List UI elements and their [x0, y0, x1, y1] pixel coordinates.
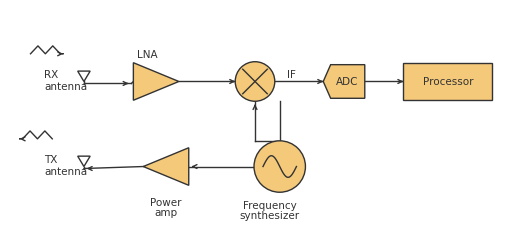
Text: amp: amp: [154, 207, 177, 217]
Text: IF: IF: [287, 69, 295, 79]
Polygon shape: [143, 148, 189, 186]
Text: Frequency: Frequency: [243, 200, 297, 210]
Text: Power: Power: [150, 198, 182, 207]
Text: antenna: antenna: [44, 82, 87, 92]
Circle shape: [254, 141, 306, 192]
Text: Processor: Processor: [423, 77, 473, 87]
Text: RX: RX: [44, 69, 59, 79]
Text: synthesizer: synthesizer: [240, 210, 300, 220]
Text: antenna: antenna: [44, 167, 87, 177]
Text: LNA: LNA: [137, 50, 158, 59]
Text: ADC: ADC: [336, 77, 358, 87]
Polygon shape: [133, 64, 179, 101]
Polygon shape: [78, 156, 90, 167]
Polygon shape: [323, 66, 365, 99]
Polygon shape: [78, 72, 90, 82]
Text: TX: TX: [44, 154, 58, 164]
FancyBboxPatch shape: [403, 64, 493, 101]
Circle shape: [235, 62, 275, 102]
